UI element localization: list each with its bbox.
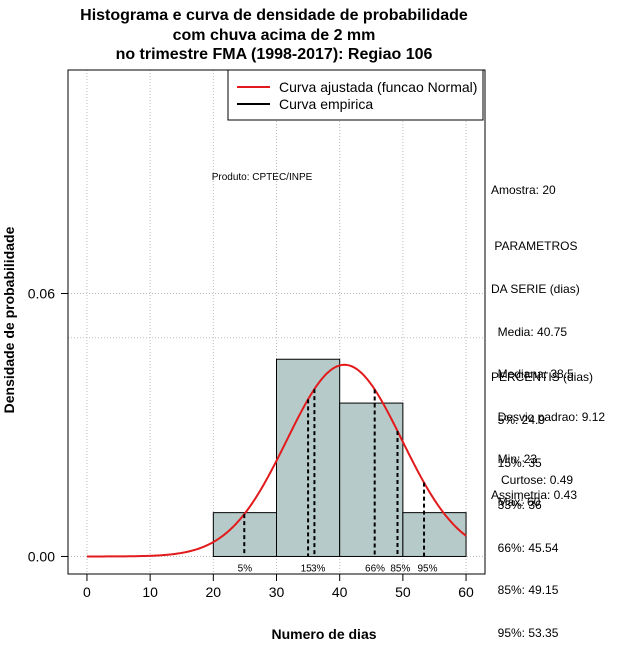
percentile-label: 3% — [311, 563, 326, 574]
percentile-line: 33%: 36 — [491, 498, 542, 513]
skewness: Assimetria: 0.43 — [491, 488, 578, 502]
axes: 0 10 20 30 40 50 60 0.00 0.06 — [28, 69, 486, 600]
x-axis-label: Numero de dias — [271, 626, 376, 642]
x-tick-label: 0 — [83, 584, 91, 600]
y-tick-label: 0.00 — [28, 548, 55, 564]
percentile-line: 5%: 24.9 — [491, 413, 546, 428]
parameters-line: Desvio padrao: 9.12 — [491, 409, 606, 424]
chart-title-line-1: Histograma e curva de densidade de proba… — [80, 7, 468, 24]
percentile-label: 85% — [390, 563, 410, 574]
legend-fit-label: Curva ajustada (funcao Normal) — [279, 79, 477, 95]
parameters-line: PARAMETROS — [491, 239, 578, 254]
parameters-line: DA SERIE (dias) — [491, 282, 580, 297]
y-tick-label: 0.06 — [28, 286, 55, 302]
histogram-bars — [212, 358, 467, 557]
x-tick-label: 30 — [269, 584, 285, 600]
parameters-line: Media: 40.75 — [491, 324, 568, 339]
sample-size: Amostra: 20 — [491, 183, 556, 197]
percentiles-list: PERCENTIS (dias) 5%: 24.9 15%: 35 33%: 3… — [491, 342, 593, 654]
x-tick-label: 20 — [206, 584, 222, 600]
normal-curve-line — [86, 363, 467, 558]
legend-box — [227, 69, 484, 121]
product-annotation: Produto: CPTEC/INPE — [212, 172, 313, 183]
x-tick-label: 50 — [395, 584, 411, 600]
percentile-line: 85%: 49.15 — [491, 583, 559, 598]
percentile-label: 15 — [301, 563, 313, 574]
chart-title-line-2: com chuva acima de 2 mm — [172, 27, 376, 44]
series-parameters: PARAMETROS DA SERIE (dias) Media: 40.75 … — [491, 211, 605, 523]
percentile-line: PERCENTIS (dias) — [491, 370, 594, 385]
x-tick-label: 60 — [458, 584, 474, 600]
x-tick-label: 10 — [142, 584, 158, 600]
histogram-bar — [339, 402, 404, 557]
x-tick-label: 40 — [332, 584, 348, 600]
histogram-bar — [402, 512, 467, 557]
percentile-label: 66% — [365, 563, 385, 574]
percentile-label: 5% — [238, 563, 253, 574]
parameters-line: Min: 23 — [491, 452, 538, 467]
parameters-line: Max: 60 — [491, 495, 541, 510]
kurtosis: Curtose: 0.49 — [491, 473, 574, 487]
chart-title-line-3: no trimestre FMA (1998-2017): Regiao 106 — [115, 46, 433, 63]
percentile-line: 66%: 45.54 — [491, 540, 559, 555]
percentile-label: 95% — [417, 563, 437, 574]
y-axis-label: Densidade de probabilidade — [1, 226, 17, 413]
parameters-line: Mediana: 38.5 — [491, 367, 574, 382]
percentile-lines: 5% 15 3% 66% 85% 95% — [238, 389, 438, 574]
percentile-line: 95%: 53.35 — [491, 626, 559, 641]
legend: Curva ajustada (funcao Normal) Curva emp… — [227, 69, 484, 121]
legend-empirical-label: Curva empirica — [279, 96, 373, 112]
normal-curve — [86, 363, 467, 558]
percentile-line: 15%: 35 — [491, 455, 542, 470]
